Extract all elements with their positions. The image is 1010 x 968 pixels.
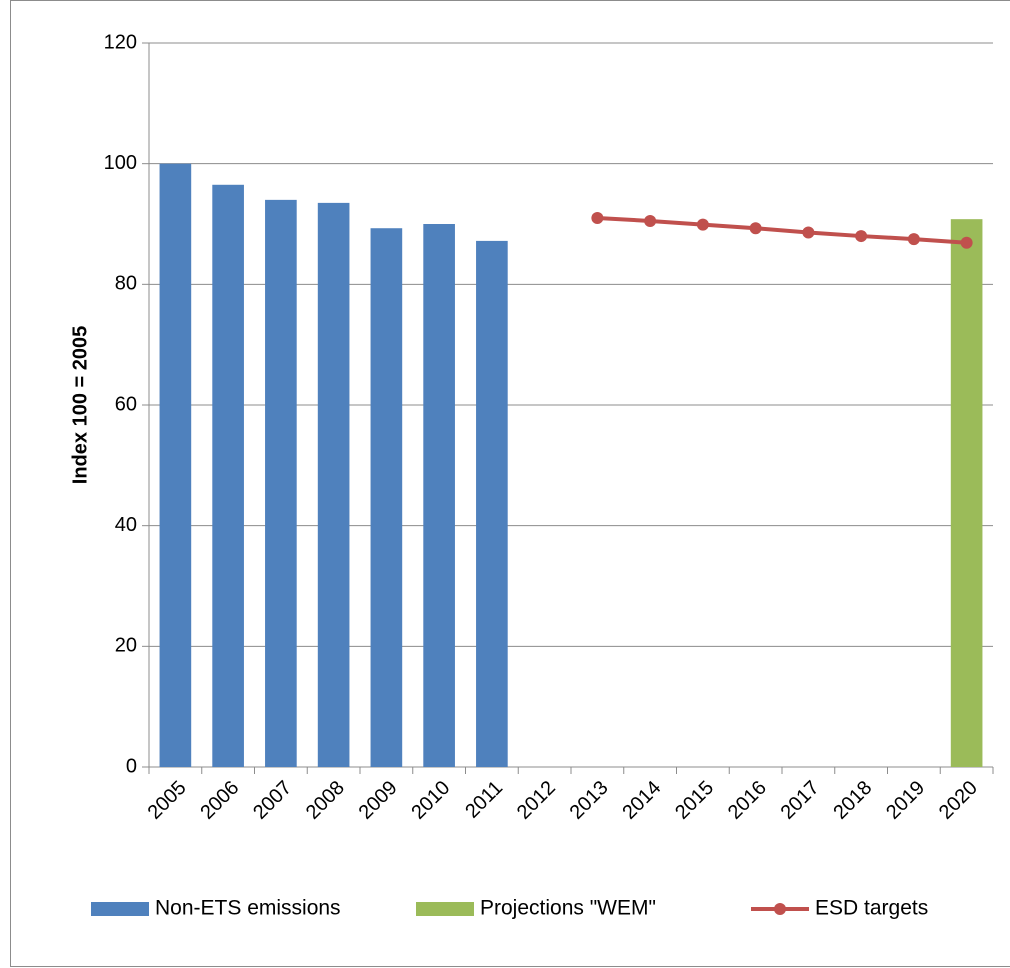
bar	[317, 202, 350, 768]
legend-swatch	[416, 902, 474, 916]
legend-marker	[774, 903, 786, 915]
legend: Non-ETS emissions Projections "WEM" ESD ta…	[91, 897, 928, 920]
data-point	[591, 211, 604, 224]
data-point	[696, 218, 709, 231]
x-tick-label: 2007	[249, 777, 296, 824]
bar	[950, 219, 983, 767]
y-tick-label: 120	[104, 31, 137, 53]
x-tick-label: 2018	[829, 777, 876, 824]
x-tick-label: 2011	[461, 777, 507, 823]
x-tick-label: 2016	[724, 777, 771, 824]
x-tick-label: 2012	[513, 777, 560, 824]
data-point	[907, 233, 920, 246]
data-point	[960, 236, 973, 249]
x-tick-label: 2013	[566, 777, 613, 824]
y-tick-label: 60	[115, 393, 137, 415]
bar	[159, 163, 192, 767]
esd-target-series-line	[597, 215, 967, 245]
data-point	[644, 214, 657, 227]
x-tick-labels: 2005 2006 2007 2008 2009 2010 2011 2012 2013 2014…	[144, 777, 982, 824]
bars	[159, 163, 983, 768]
legend-label: Projections "WEM"	[480, 897, 656, 920]
legend-swatch	[91, 902, 149, 916]
bar	[370, 228, 403, 767]
chart-frame: 0 20 40 60 80 100 120 2005 2006 2007 2008 2009 2010…	[10, 0, 1010, 967]
x-tick-label: 2017	[777, 777, 824, 824]
legend-label: Non-ETS emissions	[155, 897, 341, 920]
y-tick-label: 80	[115, 273, 137, 295]
y-tick-label: 0	[126, 755, 137, 777]
x-tick-label: 2008	[302, 777, 349, 824]
data-point	[855, 230, 868, 243]
legend-label: ESD targets	[815, 897, 928, 920]
bar	[212, 184, 244, 768]
y-tick-label: 100	[104, 152, 137, 174]
x-tick-label: 2019	[882, 777, 929, 824]
y-axis-label: Index 100 = 2005	[69, 326, 91, 484]
y-tick-label: 40	[115, 514, 137, 536]
data-point	[749, 222, 762, 235]
y-tick-labels: 0 20 40 60 80 100 120	[104, 31, 137, 777]
x-tick-label: 2010	[407, 777, 454, 824]
bar	[423, 224, 455, 767]
bar	[476, 240, 508, 768]
x-tick-label: 2014	[618, 777, 665, 824]
data-point	[802, 226, 815, 239]
esd-target-line	[591, 211, 973, 249]
x-tick-label: 2020	[935, 777, 982, 824]
x-tick-label: 2006	[196, 777, 243, 824]
x-tick-label: 2005	[144, 777, 191, 824]
emissions-chart: 0 20 40 60 80 100 120 2005 2006 2007 2008 2009 2010…	[69, 31, 994, 920]
y-tick-label: 20	[115, 635, 137, 657]
bar	[265, 199, 297, 767]
x-tick-label: 2015	[671, 777, 718, 824]
x-tick-label: 2009	[355, 777, 402, 824]
